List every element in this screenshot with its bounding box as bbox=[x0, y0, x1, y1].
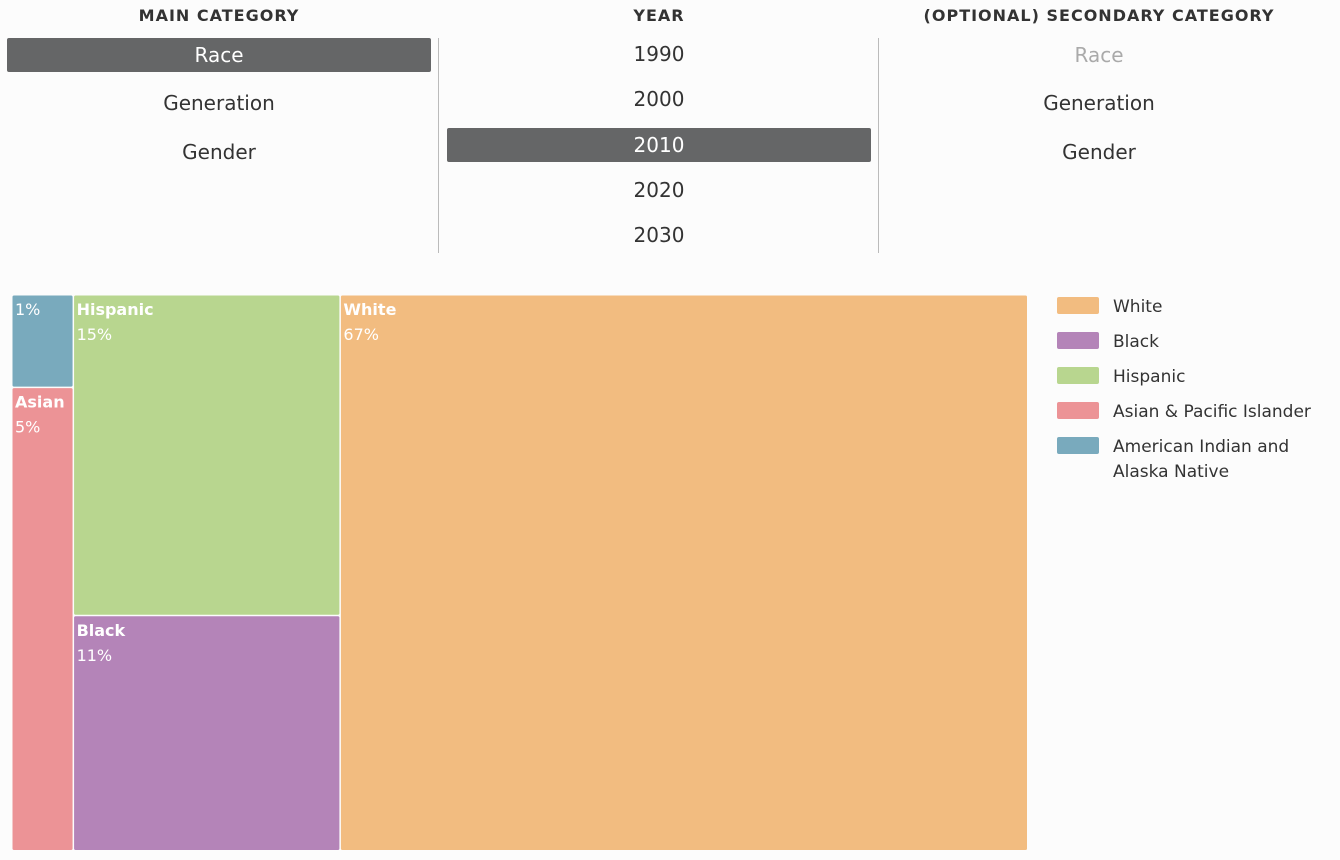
year-header: YEAR bbox=[633, 6, 685, 25]
legend-label-american-indian-alaska-native: American Indian and Alaska Native bbox=[1113, 437, 1290, 482]
treemap-cell-asian-pacific-islander[interactable]: Asian 5% bbox=[12, 388, 73, 850]
legend-swatch-black bbox=[1057, 332, 1099, 349]
secondary-option-generation[interactable]: Generation bbox=[1043, 91, 1155, 115]
treemap-label-asian-pacific-islander: Asian bbox=[15, 393, 65, 412]
treemap-cell-white[interactable]: White 67% bbox=[340, 295, 1027, 851]
treemap-rect-asian-pacific-islander[interactable] bbox=[12, 388, 73, 850]
chart-legend: White Black Hispanic Asian & Pacific Isl… bbox=[1057, 295, 1337, 485]
main-option-gender[interactable]: Gender bbox=[182, 140, 256, 164]
year-option-2030[interactable]: 2030 bbox=[633, 223, 685, 247]
treemap-rect-white[interactable] bbox=[340, 295, 1027, 851]
legend-swatch-asian-pacific-islander bbox=[1057, 402, 1099, 419]
treemap-label-black: Black bbox=[77, 621, 126, 640]
treemap-rect-hispanic[interactable] bbox=[74, 295, 340, 615]
legend-label-hispanic: Hispanic bbox=[1113, 367, 1186, 387]
legend-item-asian-pacific-islander: Asian & Pacific Islander bbox=[1057, 400, 1337, 435]
secondary-option-gender[interactable]: Gender bbox=[1062, 140, 1136, 164]
treemap-cell-american-indian-and-alaska-native[interactable]: 1% bbox=[12, 295, 73, 387]
main-option-generation[interactable]: Generation bbox=[163, 91, 275, 115]
treemap-label-white: White bbox=[343, 300, 396, 319]
legend-item-american-indian-alaska-native: American Indian and Alaska Native bbox=[1057, 435, 1337, 485]
legend-label-black: Black bbox=[1113, 332, 1159, 352]
secondary-category-header: (OPTIONAL) SECONDARY CATEGORY bbox=[923, 6, 1275, 25]
treemap-value-asian-pacific-islander: 5% bbox=[15, 418, 40, 437]
year-column: YEAR 1990 2000 2010 2020 2030 bbox=[447, 0, 871, 255]
main-category-header: MAIN CATEGORY bbox=[138, 6, 300, 25]
year-option-1990[interactable]: 1990 bbox=[633, 42, 685, 66]
column-divider bbox=[438, 38, 439, 253]
treemap-value-hispanic: 15% bbox=[77, 325, 113, 344]
legend-label-white: White bbox=[1113, 297, 1163, 317]
legend-swatch-white bbox=[1057, 297, 1099, 314]
main-category-column: MAIN CATEGORY Race Generation Gender bbox=[7, 0, 431, 255]
treemap-cell-black[interactable]: Black 11% bbox=[74, 616, 340, 850]
main-option-race[interactable]: Race bbox=[7, 38, 431, 72]
treemap-rect-american-indian-and-alaska-native[interactable] bbox=[12, 295, 73, 387]
legend-item-white: White bbox=[1057, 295, 1337, 330]
treemap-cell-hispanic[interactable]: Hispanic 15% bbox=[74, 295, 340, 615]
year-option-2020[interactable]: 2020 bbox=[633, 178, 685, 202]
year-option-2000[interactable]: 2000 bbox=[633, 87, 685, 111]
legend-swatch-hispanic bbox=[1057, 367, 1099, 384]
secondary-category-column: (OPTIONAL) SECONDARY CATEGORY Race Gener… bbox=[887, 0, 1311, 255]
legend-item-hispanic: Hispanic bbox=[1057, 365, 1337, 400]
year-option-2010[interactable]: 2010 bbox=[447, 128, 871, 162]
treemap-value-american-indian-and-alaska-native: 1% bbox=[15, 300, 40, 319]
treemap-value-black: 11% bbox=[77, 646, 113, 665]
treemap-value-white: 67% bbox=[343, 325, 379, 344]
treemap-rect-black[interactable] bbox=[74, 616, 340, 850]
treemap-label-hispanic: Hispanic bbox=[77, 300, 154, 319]
legend-item-black: Black bbox=[1057, 330, 1337, 365]
legend-label-asian-pacific-islander: Asian & Pacific Islander bbox=[1113, 402, 1311, 422]
secondary-option-race: Race bbox=[1074, 43, 1124, 67]
legend-swatch-american-indian-alaska-native bbox=[1057, 437, 1099, 454]
column-divider bbox=[878, 38, 879, 253]
selector-panel: MAIN CATEGORY Race Generation Gender YEA… bbox=[0, 0, 1340, 260]
